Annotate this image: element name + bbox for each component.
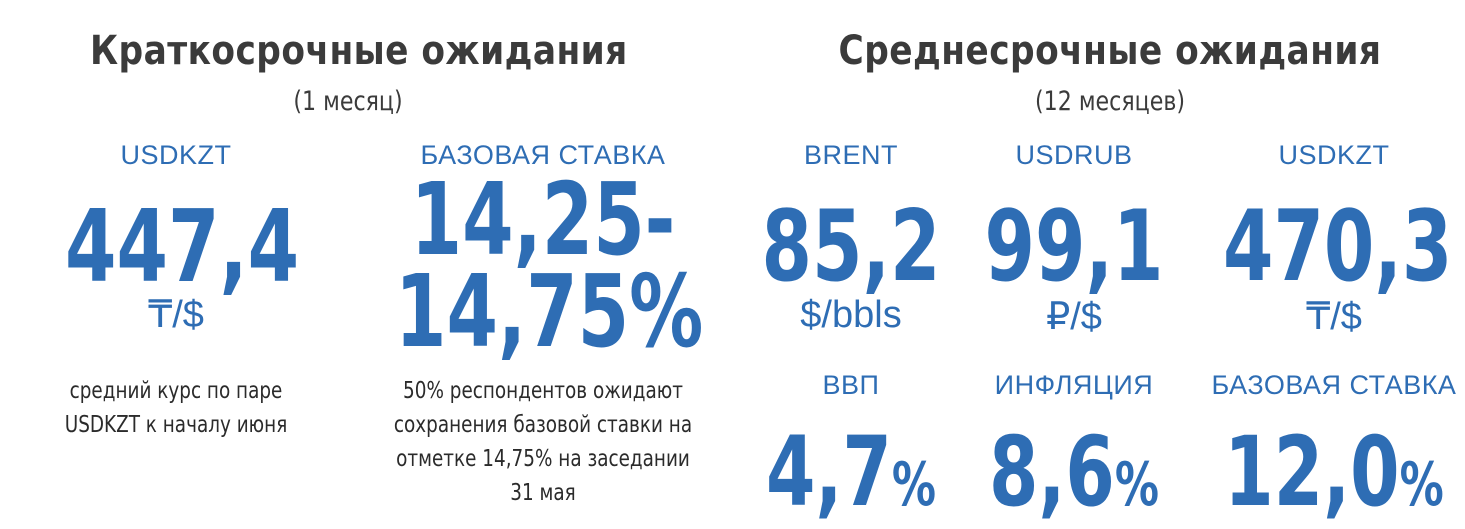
short-term-title: Краткосрочные ожидания [90,28,628,74]
kpi-value-base-rate-short: 14,25- 14,75% [395,161,704,370]
base-rate-line1: 14,25- [410,161,676,278]
note-line: отметке 14,75% на заседании [396,446,690,472]
kpi-unit-usdkzt-mid: ₸/$ [1306,296,1362,338]
gdp-percent: % [891,451,936,520]
kpi-value-brent: 85,2 [761,190,941,304]
kpi-label-base-rate-mid: БАЗОВАЯ СТАВКА [1211,370,1457,400]
kpi-unit-brent: $/bbls [800,294,902,336]
kpi-label-base-rate-short: БАЗОВАЯ СТАВКА [420,140,666,170]
base-rate-line2: 14,75% [395,253,704,370]
kpi-unit-usdkzt-short: ₸/$ [148,294,204,336]
inflation-number: 8,6 [989,416,1115,528]
note-line: сохранения базовой ставки на [393,412,693,438]
kpi-value-gdp: 4,7% [740,416,962,528]
base-rate-number: 12,0 [1224,416,1400,528]
kpi-label-usdkzt-mid: USDKZT [1278,140,1390,170]
kpi-label-inflation: ИНФЛЯЦИЯ [994,370,1154,400]
kpi-label-usdrub: USDRUB [1015,140,1133,170]
note-line: средний курс по паре [69,378,283,404]
note-line: USDKZT к началу июня [64,412,288,438]
kpi-value-base-rate-mid: 12,0% [1223,416,1445,528]
note-base-rate-short: 50% респондентов ожидают сохранения базо… [383,374,703,510]
kpi-label-gdp: ВВП [822,370,880,400]
inflation-percent: % [1114,451,1159,520]
kpi-label-usdkzt-short: USDKZT [120,140,232,170]
note-line: 50% респондентов ожидают [403,378,683,404]
kpi-value-usdrub: 99,1 [984,190,1164,304]
mid-term-subtitle: (12 месяцев) [1034,86,1186,117]
gdp-number: 4,7 [766,416,892,528]
kpi-value-usdkzt-short: 447,4 [65,188,300,305]
note-line: 31 мая [510,480,576,506]
mid-term-title: Среднесрочные ожидания [838,28,1382,74]
kpi-label-brent: BRENT [803,140,898,170]
base-rate-percent: % [1399,451,1444,520]
kpi-value-inflation: 8,6% [963,416,1185,528]
kpi-value-usdkzt-mid: 470,3 [1223,190,1453,304]
short-term-subtitle: (1 месяц) [293,86,403,117]
note-usdkzt-short: средний курс по паре USDKZT к началу июн… [56,374,296,442]
kpi-unit-usdrub: ₽/$ [1046,296,1102,338]
